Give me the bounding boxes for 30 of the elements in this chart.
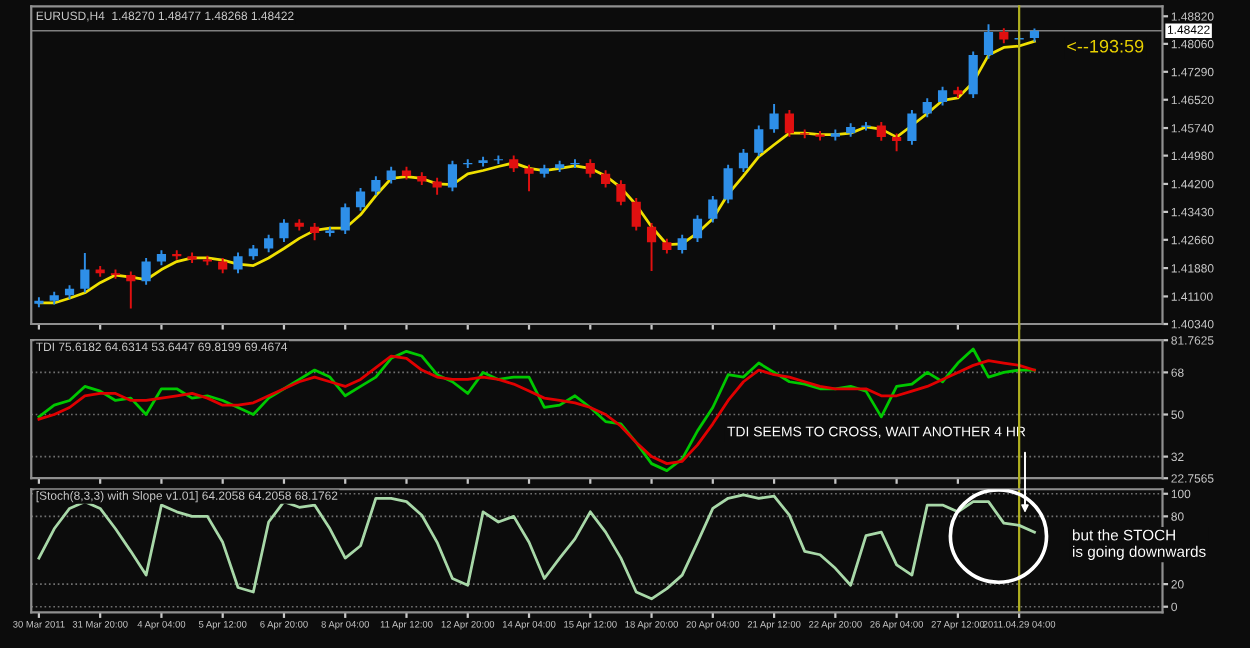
- candlestick: [631, 197, 641, 232]
- candlestick: [723, 163, 733, 205]
- candlestick: [126, 270, 136, 310]
- candlestick: [616, 179, 626, 207]
- candlestick: [677, 233, 687, 255]
- candlestick: [80, 251, 90, 294]
- candlestick: [784, 108, 794, 138]
- candlestick: [141, 256, 151, 286]
- candlestick: [754, 124, 764, 158]
- candlestick: [646, 222, 657, 272]
- candlestick: [279, 218, 289, 243]
- line-series: [37, 493, 1036, 601]
- candlestick: [876, 120, 886, 142]
- candlestick: [937, 85, 948, 107]
- candlestick: [922, 97, 932, 119]
- text: <--193:59: [1067, 39, 1144, 53]
- candlestick: [738, 148, 749, 173]
- candlestick: [524, 163, 534, 193]
- candlestick: [340, 202, 350, 235]
- candlestick: [585, 158, 595, 179]
- candlestick: [371, 175, 381, 197]
- candlestick: [983, 23, 994, 60]
- candlestick: [708, 194, 718, 224]
- candlestick: [355, 186, 366, 212]
- candlestick: [447, 159, 458, 193]
- candlestick: [907, 108, 917, 146]
- candlestick: [968, 50, 978, 99]
- candlestick: [233, 251, 243, 275]
- candlestick: [769, 103, 779, 134]
- candlestick: [692, 214, 703, 243]
